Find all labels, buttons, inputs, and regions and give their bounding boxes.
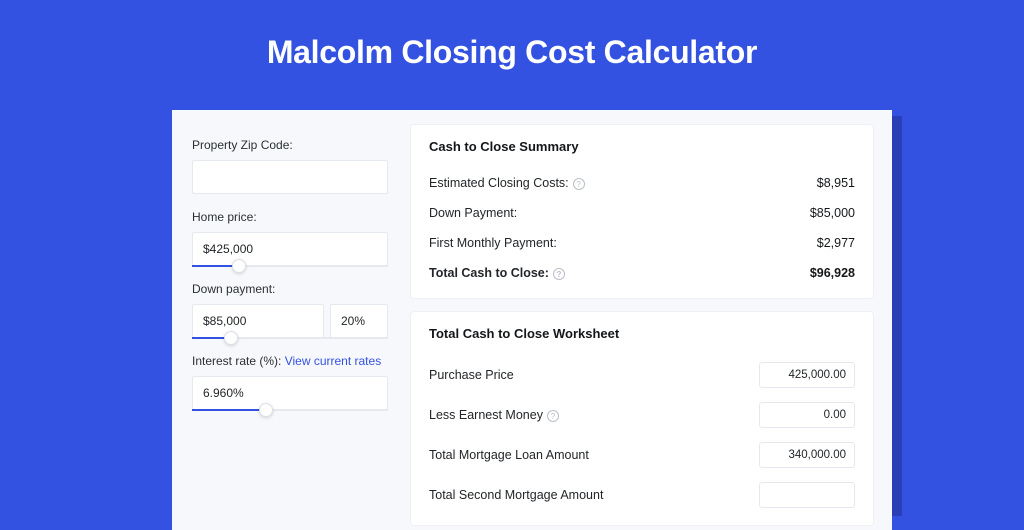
help-icon[interactable]: ? [547, 410, 559, 422]
slider-thumb[interactable] [259, 403, 273, 417]
worksheet-label: Total Second Mortgage Amount [429, 488, 603, 502]
interest-rate-input[interactable] [192, 376, 388, 410]
worksheet-panel: Total Cash to Close Worksheet Purchase P… [410, 311, 874, 526]
interest-rate-group: Interest rate (%): View current rates [192, 354, 388, 410]
summary-label: First Monthly Payment: [429, 236, 557, 250]
summary-label: Estimated Closing Costs:? [429, 176, 585, 190]
worksheet-row-purchase-price: Purchase Price [429, 355, 855, 395]
worksheet-title: Total Cash to Close Worksheet [429, 326, 855, 341]
worksheet-row-mortgage-amount: Total Mortgage Loan Amount [429, 435, 855, 475]
zip-label: Property Zip Code: [192, 138, 388, 152]
results-column: Cash to Close Summary Estimated Closing … [404, 110, 892, 530]
home-price-group: Home price: [192, 210, 388, 266]
down-payment-pct-input[interactable] [330, 304, 388, 338]
home-price-label: Home price: [192, 210, 388, 224]
summary-row-first-payment: First Monthly Payment: $2,977 [429, 228, 855, 258]
slider-thumb[interactable] [224, 331, 238, 345]
view-rates-link[interactable]: View current rates [285, 354, 382, 368]
summary-label: Down Payment: [429, 206, 517, 220]
help-icon[interactable]: ? [573, 178, 585, 190]
summary-value: $8,951 [817, 176, 855, 190]
slider-fill [192, 409, 266, 411]
zip-input[interactable] [192, 160, 388, 194]
worksheet-input-mortgage-amount[interactable] [759, 442, 855, 468]
zip-group: Property Zip Code: [192, 138, 388, 194]
page-title: Malcolm Closing Cost Calculator [0, 0, 1024, 93]
calculator-card: Property Zip Code: Home price: Down paym… [172, 110, 892, 530]
inputs-column: Property Zip Code: Home price: Down paym… [172, 110, 404, 530]
worksheet-input-second-mortgage[interactable] [759, 482, 855, 508]
summary-value: $2,977 [817, 236, 855, 250]
summary-row-total: Total Cash to Close:? $96,928 [429, 258, 855, 288]
summary-title: Cash to Close Summary [429, 139, 855, 154]
interest-rate-label: Interest rate (%): View current rates [192, 354, 388, 368]
down-payment-label: Down payment: [192, 282, 388, 296]
worksheet-row-second-mortgage: Total Second Mortgage Amount [429, 475, 855, 515]
worksheet-label: Less Earnest Money? [429, 408, 559, 422]
summary-value: $85,000 [810, 206, 855, 220]
home-price-input[interactable] [192, 232, 388, 266]
summary-row-closing-costs: Estimated Closing Costs:? $8,951 [429, 168, 855, 198]
summary-value: $96,928 [810, 266, 855, 280]
summary-panel: Cash to Close Summary Estimated Closing … [410, 124, 874, 299]
worksheet-label: Purchase Price [429, 368, 514, 382]
summary-label: Total Cash to Close:? [429, 266, 565, 280]
worksheet-input-purchase-price[interactable] [759, 362, 855, 388]
interest-rate-label-text: Interest rate (%): [192, 354, 285, 368]
slider-thumb[interactable] [232, 259, 246, 273]
down-payment-input[interactable] [192, 304, 324, 338]
worksheet-label: Total Mortgage Loan Amount [429, 448, 589, 462]
summary-row-down-payment: Down Payment: $85,000 [429, 198, 855, 228]
help-icon[interactable]: ? [553, 268, 565, 280]
worksheet-row-earnest-money: Less Earnest Money? [429, 395, 855, 435]
down-payment-group: Down payment: [192, 282, 388, 338]
worksheet-input-earnest-money[interactable] [759, 402, 855, 428]
